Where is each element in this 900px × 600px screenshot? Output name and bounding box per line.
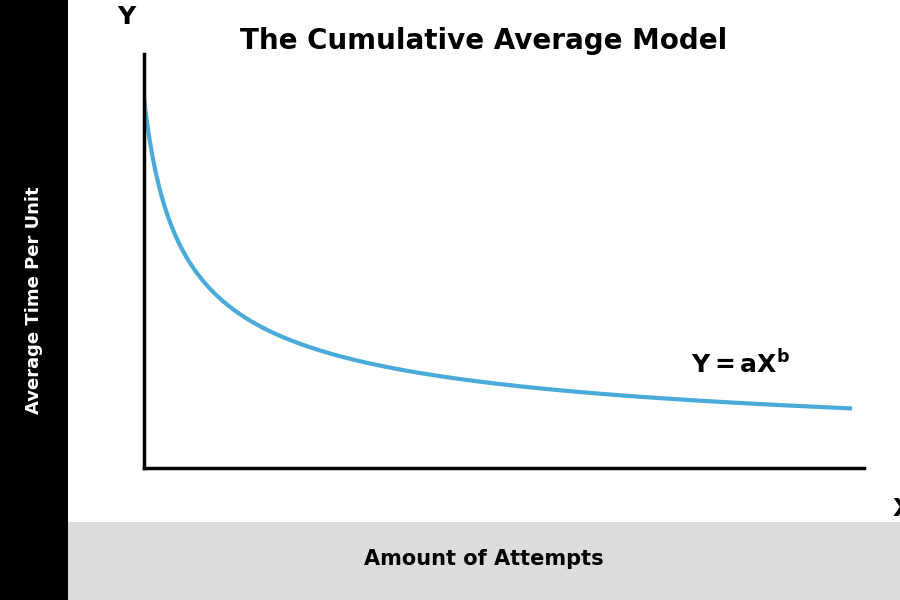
- Text: X: X: [893, 497, 900, 521]
- Text: The Cumulative Average Model: The Cumulative Average Model: [240, 27, 727, 55]
- Text: $\mathbf{Y = aX^b}$: $\mathbf{Y = aX^b}$: [691, 350, 790, 379]
- Text: Average Time Per Unit: Average Time Per Unit: [24, 186, 43, 414]
- Text: Amount of Attempts: Amount of Attempts: [364, 550, 604, 569]
- Text: Y: Y: [117, 5, 135, 29]
